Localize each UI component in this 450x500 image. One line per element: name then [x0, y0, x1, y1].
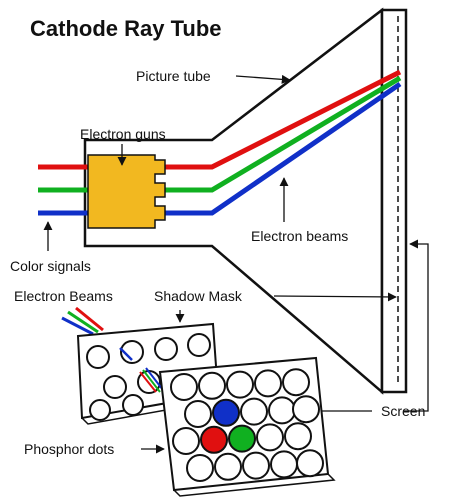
- label-picture-tube: Picture tube: [136, 68, 211, 84]
- phosphor-dot-green: [228, 424, 256, 453]
- electron-gun-block: [87, 154, 166, 229]
- diagram-title: Cathode Ray Tube: [30, 16, 222, 41]
- mask-hole: [120, 340, 144, 364]
- beam-through-hole-3: [142, 369, 161, 393]
- label-color-signals: Color signals: [10, 258, 91, 274]
- phosphor-dot: [270, 450, 298, 479]
- color-signal-lines: [38, 164, 88, 216]
- screen-arrow-upper: [404, 239, 429, 412]
- label-electron-guns: Electron guns: [80, 126, 166, 142]
- small-green-beam: [67, 310, 99, 334]
- phosphor-dot: [296, 449, 324, 478]
- phosphor-dot-blue: [212, 398, 240, 427]
- phosphor-dot: [282, 368, 310, 397]
- phosphor-dot: [268, 396, 296, 425]
- phosphor-dot: [240, 397, 268, 426]
- green-beam: [160, 75, 402, 193]
- electron-beams: [160, 69, 402, 216]
- phosphor-dot: [292, 395, 320, 424]
- blue-beam: [160, 81, 402, 216]
- leader-arrows: [43, 74, 429, 454]
- beam-through-hole-2: [139, 371, 157, 393]
- incoming-beams-small: [61, 306, 104, 336]
- phosphor-dot: [184, 400, 212, 428]
- phosphor-dot: [198, 371, 226, 400]
- phosphor-dot: [254, 369, 282, 398]
- label-phosphor-dots: Phosphor dots: [24, 441, 114, 457]
- phosphor-dot: [256, 423, 284, 452]
- phosphor-dot: [172, 427, 200, 455]
- label-shadow-mask: Shadow Mask: [154, 288, 243, 304]
- mask-hole: [89, 399, 111, 421]
- phosphor-dot: [284, 422, 312, 451]
- mask-hole: [103, 375, 127, 399]
- phosphor-dot: [170, 373, 198, 401]
- phosphor-dot-grid: [170, 368, 324, 482]
- shadow-mask-arrow: [273, 292, 397, 302]
- screen-panel: [380, 8, 408, 394]
- phosphor-dot: [214, 452, 242, 481]
- label-screen: Screen: [381, 403, 425, 419]
- phosphor-dot-red: [200, 425, 228, 454]
- label-electron-beams-lower: Electron Beams: [14, 288, 113, 304]
- phosphor-dot: [242, 451, 270, 480]
- red-beam: [160, 69, 402, 170]
- beam-through-hole-4: [145, 367, 164, 391]
- phosphor-dot: [186, 454, 214, 482]
- label-electron-beams: Electron beams: [251, 228, 348, 244]
- beam-through-hole-1: [119, 347, 133, 361]
- mask-hole: [187, 333, 211, 357]
- picture-tube-arrow: [235, 74, 291, 84]
- small-blue-beam: [61, 316, 94, 336]
- mask-hole: [86, 345, 110, 369]
- phosphor-panel: [158, 356, 336, 497]
- phosphor-dot: [226, 370, 254, 399]
- small-red-beam: [75, 306, 104, 332]
- mask-hole: [122, 394, 144, 416]
- mask-hole: [154, 337, 178, 361]
